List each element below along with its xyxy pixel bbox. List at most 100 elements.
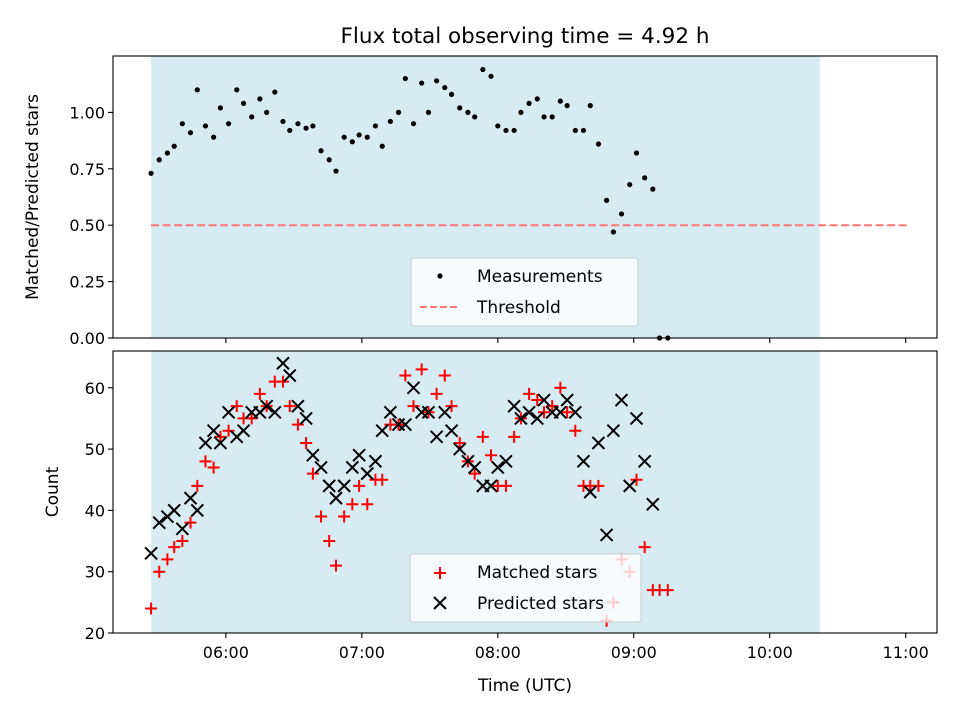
predicted-star-point (345, 460, 360, 475)
matched-star-point (438, 369, 451, 382)
measurements-layer (148, 66, 671, 341)
predicted-stars-layer (144, 356, 660, 561)
predicted-star-point (583, 485, 597, 499)
matched-star-point (323, 535, 336, 548)
top-panel: 0.00 0.25 0.50 0.75 1.00 Matched/Predicted s… (23, 55, 938, 348)
measurement-point (518, 109, 524, 115)
predicted-star-point (291, 399, 305, 413)
matched-star-point (523, 387, 536, 400)
predicted-star-point (453, 442, 467, 456)
matched-star-point (430, 387, 443, 400)
predicted-star-point (190, 503, 205, 518)
predicted-star-point (637, 454, 652, 469)
matched-star-point (161, 553, 174, 566)
predicted-star-point (444, 423, 459, 438)
measurement-point (472, 114, 478, 120)
predicted-star-point (537, 393, 551, 407)
matched-star-point (476, 430, 489, 443)
legend-measurements-label: Measurements (477, 267, 603, 287)
measurement-point (465, 109, 471, 115)
measurement-point (618, 211, 625, 217)
measurement-point (364, 134, 370, 140)
matched-star-point (661, 584, 674, 597)
top-ytick-label: 0.50 (69, 216, 105, 235)
x-axis-label: Time (UTC) (477, 676, 572, 696)
measurement-point (572, 127, 578, 134)
measurement-point (595, 141, 602, 147)
predicted-star-point (553, 405, 568, 420)
measurement-point (387, 118, 393, 125)
measurement-point (171, 143, 177, 149)
chart-title: Flux total observing time = 4.92 h (341, 24, 710, 49)
matched-star-point (531, 394, 544, 407)
measurement-point (272, 89, 278, 95)
predicted-star-point (467, 460, 482, 475)
legend-predicted-marker (433, 596, 447, 610)
legend-matched-label: Matched stars (477, 563, 597, 583)
bottom-y-axis: 20 30 40 50 60 (85, 379, 113, 643)
matched-star-point (638, 541, 651, 554)
measurement-point (179, 121, 185, 127)
predicted-star-point (221, 405, 236, 420)
measurement-point (164, 150, 170, 156)
predicted-star-point (268, 405, 282, 420)
measurement-point (410, 121, 417, 127)
predicted-star-point (375, 423, 389, 438)
predicted-star-point (507, 399, 521, 413)
xtick-label: 08:00 (475, 643, 521, 662)
measurement-point (603, 197, 610, 203)
measurement-point (526, 100, 532, 106)
measurement-point (318, 148, 324, 154)
measurement-point (633, 150, 640, 156)
measurement-point (610, 229, 616, 235)
measurement-point (457, 105, 463, 111)
predicted-star-point (299, 411, 313, 426)
matched-star-point (214, 430, 227, 443)
measurement-point (249, 114, 255, 120)
measurement-point (419, 80, 425, 86)
bottom-legend-box (409, 553, 642, 623)
measurement-point (225, 121, 232, 127)
predicted-star-point (629, 411, 644, 426)
predicted-star-point (322, 479, 336, 493)
predicted-star-point (398, 417, 413, 432)
measurement-point (564, 103, 570, 109)
predicted-star-point (206, 423, 221, 438)
predicted-star-point (614, 393, 629, 407)
matched-star-point (353, 479, 366, 492)
predicted-star-point (283, 368, 297, 383)
predicted-star-point (198, 436, 213, 450)
matched-star-point (376, 473, 389, 486)
matched-star-point (207, 461, 220, 474)
measurement-point (240, 100, 247, 106)
bottom-panel-frame (112, 350, 938, 634)
predicted-star-point (152, 515, 166, 530)
measurement-point (434, 78, 440, 84)
bottom-legend: Matched stars Predicted stars (409, 553, 642, 623)
predicted-star-point (383, 405, 398, 420)
predicted-star-point (144, 546, 158, 561)
bottom-ytick-label: 30 (85, 563, 105, 582)
predicted-star-point (499, 454, 513, 469)
predicted-star-point (236, 423, 251, 438)
measurement-point (202, 123, 209, 129)
predicted-star-point (421, 405, 436, 420)
matched-star-point (306, 467, 319, 480)
measurement-point (148, 170, 154, 176)
measurement-point (402, 75, 408, 82)
bottom-x-axis: 06:00 07:00 08:00 09:00 10:00 11:00 (203, 633, 929, 662)
top-ytick-label: 0.25 (69, 273, 105, 292)
matched-star-point (338, 510, 351, 523)
matched-star-point (554, 381, 567, 394)
predicted-star-point (360, 466, 374, 481)
top-ytick-label: 1.00 (69, 103, 105, 122)
top-x-ticks (225, 338, 907, 343)
matched-star-point (230, 400, 243, 413)
matched-star-point (468, 467, 481, 480)
measurement-point (642, 175, 648, 181)
matched-star-point (630, 473, 643, 486)
predicted-star-point (606, 423, 621, 438)
measurement-point (495, 123, 501, 129)
matched-star-point (538, 406, 551, 419)
measurement-point (187, 130, 194, 136)
